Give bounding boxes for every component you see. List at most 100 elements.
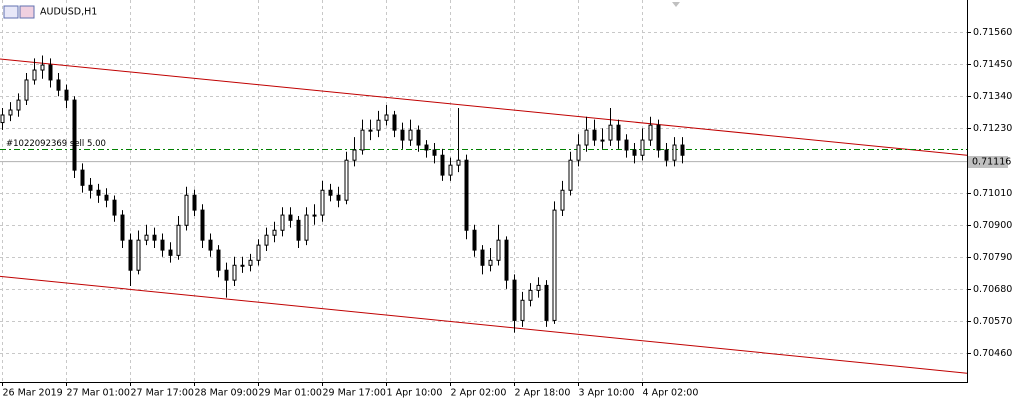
candle-body bbox=[32, 69, 37, 81]
candle-body bbox=[368, 129, 373, 132]
y-tick-label: 0.70460 bbox=[973, 348, 1012, 359]
candle-body bbox=[504, 239, 509, 281]
candle-body bbox=[48, 64, 53, 81]
candle-body bbox=[592, 129, 597, 141]
candle-body bbox=[304, 214, 309, 241]
candle-body bbox=[336, 194, 341, 201]
shift-marker bbox=[672, 2, 680, 7]
candle-body bbox=[352, 149, 357, 161]
candle-body bbox=[8, 109, 13, 116]
candle-body bbox=[616, 124, 621, 141]
chart-title: AUDUSD,H1 bbox=[40, 7, 97, 18]
y-tick-label: 0.71560 bbox=[973, 27, 1012, 38]
candle-body bbox=[280, 214, 285, 231]
candle-body bbox=[640, 139, 645, 156]
x-tick-label: 27 Mar 17:00 bbox=[131, 388, 194, 399]
candle-body bbox=[432, 149, 437, 156]
candle-body bbox=[544, 284, 549, 321]
candle-body bbox=[160, 239, 165, 251]
candle-body bbox=[624, 139, 629, 151]
candle-body bbox=[608, 124, 613, 141]
candle-body bbox=[272, 229, 277, 236]
y-tick-label: 0.70680 bbox=[973, 284, 1012, 295]
candle-body bbox=[392, 114, 397, 131]
channel-line bbox=[0, 275, 968, 374]
candle-body bbox=[176, 224, 181, 256]
candle-body bbox=[528, 289, 533, 301]
candle-body bbox=[344, 159, 349, 201]
candle-body bbox=[64, 89, 69, 101]
x-tick-label: 27 Mar 01:00 bbox=[67, 388, 130, 399]
candle-body bbox=[576, 144, 581, 161]
candle-body bbox=[376, 119, 381, 131]
candle-body bbox=[632, 149, 637, 156]
order-label: #1022092369 sell 5.00 bbox=[6, 139, 106, 149]
candle-body bbox=[296, 219, 301, 241]
chart-icon bbox=[3, 5, 35, 19]
candle-body bbox=[104, 194, 109, 201]
y-tick-label: 0.70900 bbox=[973, 220, 1012, 231]
candle-body bbox=[136, 239, 141, 271]
candle-body bbox=[0, 114, 5, 124]
price-tag bbox=[968, 156, 1008, 168]
candle-body bbox=[496, 239, 501, 261]
candle-body bbox=[440, 154, 445, 176]
candle-body bbox=[56, 79, 61, 91]
candle-body bbox=[656, 124, 661, 151]
x-tick-label: 2 Apr 02:00 bbox=[451, 388, 507, 399]
plot-layer: #1022092369 sell 5.00 bbox=[0, 0, 968, 382]
candle-body bbox=[224, 269, 229, 281]
candle-body bbox=[288, 214, 293, 221]
candle-body bbox=[240, 264, 245, 267]
candle-body bbox=[584, 129, 589, 146]
candle-body bbox=[120, 214, 125, 241]
x-tick-label: 1 Apr 10:00 bbox=[387, 388, 443, 399]
candle-body bbox=[24, 79, 29, 101]
candle-body bbox=[536, 284, 541, 291]
candle-body bbox=[80, 169, 85, 186]
candle-body bbox=[464, 159, 469, 231]
y-tick-label: 0.70790 bbox=[973, 252, 1012, 263]
candle-body bbox=[112, 199, 117, 216]
candle-body bbox=[672, 144, 677, 161]
candle-body bbox=[328, 189, 333, 196]
y-tick-label: 0.71340 bbox=[973, 91, 1012, 102]
candle-body bbox=[200, 209, 205, 241]
candle-body bbox=[400, 129, 405, 141]
candle-body bbox=[416, 129, 421, 146]
candle-body bbox=[552, 209, 557, 321]
y-tick-label: 0.71010 bbox=[973, 188, 1012, 199]
candle-body bbox=[448, 164, 453, 176]
candle-body bbox=[16, 99, 21, 111]
x-tick-label: 29 Mar 01:00 bbox=[259, 388, 322, 399]
candle-body bbox=[560, 189, 565, 211]
candle-body bbox=[312, 214, 317, 217]
y-tick-label: 0.70570 bbox=[973, 316, 1012, 327]
candle-body bbox=[264, 234, 269, 246]
x-tick-label: 26 Mar 2019 bbox=[3, 388, 63, 399]
candle-body bbox=[208, 239, 213, 251]
y-tick-label: 0.71450 bbox=[973, 59, 1012, 70]
channel-line bbox=[0, 58, 968, 156]
candle-body bbox=[664, 149, 669, 161]
candle-body bbox=[152, 234, 157, 241]
candle-body bbox=[472, 229, 477, 251]
candle-body bbox=[488, 259, 493, 266]
x-tick-label: 28 Mar 09:00 bbox=[195, 388, 258, 399]
x-tick-label: 29 Mar 17:00 bbox=[323, 388, 386, 399]
candle-body bbox=[568, 159, 573, 191]
candle-body bbox=[456, 159, 461, 166]
candle-body bbox=[168, 249, 173, 256]
candle-body bbox=[680, 144, 685, 156]
candle-body bbox=[216, 249, 221, 271]
candle-body bbox=[248, 259, 253, 266]
candle-body bbox=[96, 189, 101, 196]
candle-body bbox=[40, 64, 45, 71]
candle-body bbox=[232, 264, 237, 281]
candle-body bbox=[256, 244, 261, 261]
candle-body bbox=[480, 249, 485, 266]
y-tick-label: 0.71230 bbox=[973, 123, 1012, 134]
candle-body bbox=[320, 189, 325, 216]
candle-body bbox=[384, 114, 389, 121]
